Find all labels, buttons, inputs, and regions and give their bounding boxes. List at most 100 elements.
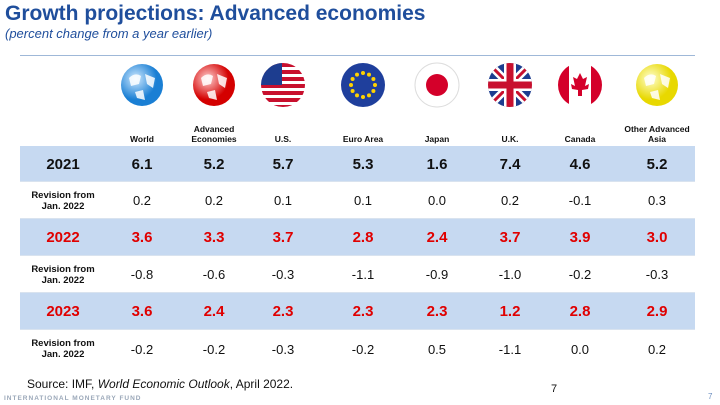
- value-cell: -1.1: [498, 341, 522, 357]
- canada-flag-icon: [558, 63, 602, 107]
- value-cell: 0.0: [570, 341, 590, 357]
- value-cell: 3.6: [131, 303, 153, 320]
- value-cell: 5.2: [203, 155, 225, 173]
- value-cell: 2.9: [646, 303, 668, 320]
- source-prefix: Source: IMF,: [27, 377, 98, 391]
- column-header: U.K.: [474, 62, 546, 144]
- value-cell: 3.6: [131, 229, 153, 246]
- column-label: Euro Area: [342, 134, 384, 144]
- value-cell: 3.7: [272, 229, 294, 246]
- value-cell: 2.8: [352, 229, 374, 246]
- column-header: Canada: [544, 62, 616, 144]
- value-cell: -0.3: [271, 267, 295, 282]
- value-cell: 0.0: [427, 193, 447, 208]
- row-label: 2021: [46, 155, 80, 173]
- column-header: U.S.: [247, 62, 319, 144]
- value-cell: 3.3: [203, 229, 225, 246]
- value-cell: 0.2: [500, 193, 520, 208]
- footer-page-number: 7: [708, 392, 713, 401]
- column-label: U.K.: [501, 134, 519, 144]
- value-cell: 2.4: [203, 303, 225, 320]
- value-cell: -0.8: [130, 267, 154, 282]
- row-separator: [20, 255, 695, 256]
- slide-subtitle: (percent change from a year earlier): [5, 26, 213, 41]
- year-row: 2023 3.6 2.4 2.3 2.3 2.3 1.2 2.8 2.9: [20, 293, 695, 330]
- value-cell: 2.4: [426, 229, 448, 246]
- title-rule: [20, 55, 695, 56]
- source-publication: World Economic Outlook: [97, 377, 230, 391]
- row-label: 2022: [46, 229, 80, 246]
- globe-icon: [636, 64, 678, 106]
- value-cell: 4.6: [569, 155, 591, 173]
- value-cell: 6.1: [131, 155, 153, 173]
- value-cell: -1.0: [498, 267, 522, 282]
- revision-row: Revision from Jan. 2022 -0.2 -0.2 -0.3 -0.2 0…: [20, 330, 695, 368]
- value-cell: 0.2: [132, 193, 152, 208]
- column-label: Canada: [564, 134, 596, 144]
- value-cell: -0.2: [130, 341, 154, 357]
- value-cell: 0.2: [647, 341, 667, 357]
- year-row: 2021 6.1 5.2 5.7 5.3 1.6 7.4 4.6 5.2: [20, 146, 695, 182]
- column-header: Advanced Economies: [178, 62, 250, 144]
- globe-icon: [193, 64, 235, 106]
- column-label: Other Advanced Asia: [624, 124, 690, 144]
- value-cell: 3.9: [569, 229, 591, 246]
- revision-row: Revision from Jan. 2022 -0.8 -0.6 -0.3 -1.1 -…: [20, 256, 695, 293]
- globe-icon: [121, 64, 163, 106]
- column-label: Advanced Economies: [191, 124, 237, 144]
- column-header: Euro Area: [327, 62, 399, 144]
- row-separator: [20, 181, 695, 182]
- column-label: U.S.: [274, 134, 292, 144]
- slide-title: Growth projections: Advanced economies: [5, 2, 426, 25]
- value-cell: -0.3: [645, 267, 669, 282]
- value-cell: -0.9: [425, 267, 449, 282]
- value-cell: 5.2: [646, 155, 668, 173]
- row-label: Revision from Jan. 2022: [31, 189, 95, 212]
- japan-flag-icon: [414, 62, 460, 108]
- value-cell: 3.7: [499, 229, 521, 246]
- value-cell: 2.3: [426, 303, 448, 320]
- year-row: 2022 3.6 3.3 3.7 2.8 2.4 3.7 3.9 3.0: [20, 219, 695, 256]
- source-note: Source: IMF, World Economic Outlook, Apr…: [27, 377, 293, 391]
- value-cell: -0.2: [568, 267, 592, 282]
- revision-row: Revision from Jan. 2022 0.2 0.2 0.1 0.1 0.0 0.…: [20, 182, 695, 219]
- value-cell: -0.3: [271, 341, 295, 357]
- page-number: 7: [551, 383, 558, 395]
- row-separator: [20, 329, 695, 330]
- value-cell: -0.2: [202, 341, 226, 357]
- value-cell: -0.1: [568, 193, 592, 208]
- eu-flag-icon: [341, 63, 385, 107]
- value-cell: 0.1: [353, 193, 373, 208]
- value-cell: 5.7: [272, 155, 294, 173]
- column-header: Other Advanced Asia: [621, 62, 693, 144]
- value-cell: 0.2: [204, 193, 224, 208]
- row-separator: [20, 292, 695, 293]
- value-cell: 7.4: [499, 155, 521, 173]
- value-cell: 2.3: [352, 303, 374, 320]
- value-cell: 3.0: [646, 229, 668, 246]
- footer-organization: INTERNATIONAL MONETARY FUND: [4, 395, 142, 402]
- value-cell: 1.2: [499, 303, 521, 320]
- value-cell: 0.1: [273, 193, 293, 208]
- value-cell: 5.3: [352, 155, 374, 173]
- row-label: Revision from Jan. 2022: [31, 263, 95, 286]
- column-label: Japan: [424, 134, 450, 144]
- column-header: World: [106, 62, 178, 144]
- value-cell: -0.2: [351, 341, 375, 357]
- value-cell: 2.8: [569, 303, 591, 320]
- value-cell: 2.3: [272, 303, 294, 320]
- row-label: Revision from Jan. 2022: [31, 338, 95, 360]
- value-cell: 0.5: [427, 341, 447, 357]
- value-cell: -0.6: [202, 267, 226, 282]
- source-suffix: , April 2022.: [229, 377, 294, 391]
- column-label: World: [130, 134, 154, 144]
- column-header: Japan: [401, 62, 473, 144]
- value-cell: -1.1: [351, 267, 375, 282]
- us-flag-icon: [261, 63, 305, 107]
- value-cell: 0.3: [647, 193, 667, 208]
- uk-flag-icon: [488, 63, 532, 107]
- value-cell: 1.6: [426, 155, 448, 173]
- row-label: 2023: [46, 303, 80, 320]
- row-separator: [20, 218, 695, 219]
